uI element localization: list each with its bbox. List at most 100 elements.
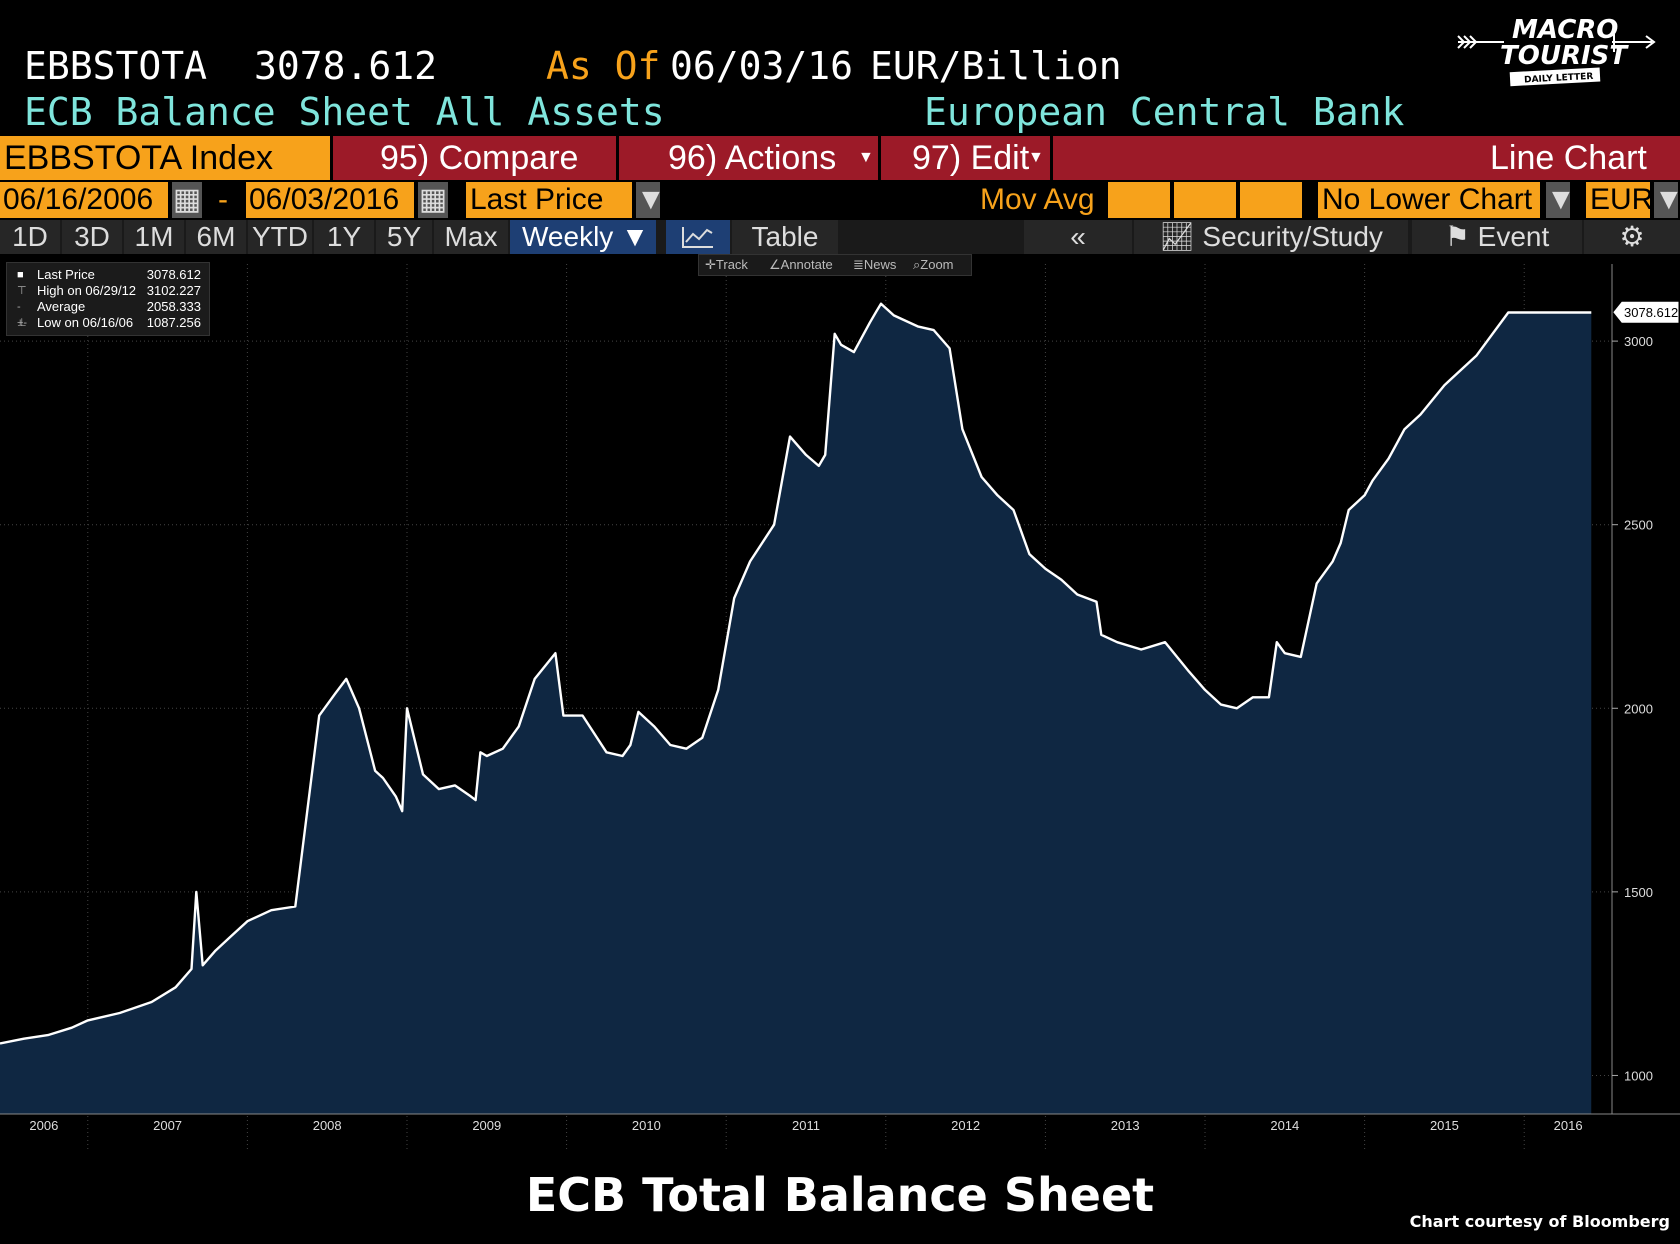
unit-label: EUR/Billion — [870, 44, 1122, 88]
actions-button[interactable]: 96) Actions — [668, 139, 837, 177]
actions-caret-icon[interactable]: ▼ — [858, 149, 874, 166]
end-date-input[interactable]: 06/03/2016 — [246, 182, 414, 218]
study-icon: 📈︎ — [1159, 221, 1195, 252]
logo-line1: MACRO — [1512, 15, 1618, 45]
security-toolbar: EBBSTOTA Index 95) Compare 96) Actions ▼… — [0, 136, 1680, 180]
last-value-label: 3078.612 — [1624, 305, 1678, 320]
event-button[interactable]: ⚑ Event — [1412, 220, 1582, 254]
calendar-icon[interactable]: ▦ — [172, 182, 202, 218]
y-tick-label: 3000 — [1624, 334, 1653, 349]
table-button[interactable]: Table — [732, 220, 838, 254]
period-max[interactable]: Max — [434, 220, 508, 254]
average-marker-icon: -+- — [17, 301, 28, 329]
date-range-dash: - — [218, 183, 228, 216]
low-marker-icon: ⊥ — [17, 317, 27, 329]
calendar-icon[interactable]: ▦ — [418, 182, 448, 218]
x-tick-label: 2009 — [472, 1118, 501, 1133]
x-tick-label: 2015 — [1430, 1118, 1459, 1133]
period-1y[interactable]: 1Y — [314, 220, 374, 254]
balance-sheet-chart[interactable]: 1000 1500 2000 2500 3000 2006 2007 2008 2009 2010… — [0, 254, 1680, 1150]
as-of-date: 06/03/16 — [670, 44, 854, 88]
mov-avg-label: Mov Avg — [980, 183, 1095, 216]
edit-caret-icon[interactable]: ▼ — [1028, 149, 1044, 166]
legend-value-average: 2058.333 — [146, 299, 201, 314]
event-label: Event — [1477, 221, 1550, 252]
period-5y[interactable]: 5Y — [376, 220, 432, 254]
chart-legend: ■ Last Price 3078.612 ⊤ High on 06/29/12… — [6, 262, 210, 336]
chevron-down-icon[interactable]: ▼ — [636, 182, 666, 218]
chevron-down-icon[interactable]: ▼ — [1654, 182, 1680, 218]
last-value: 3078.612 — [254, 44, 438, 88]
track-tool[interactable]: ✛ Track — [705, 255, 748, 275]
chart-caption: ECB Total Balance Sheet — [525, 1168, 1155, 1222]
legend-value-high: 3102.227 — [146, 283, 201, 298]
currency-select[interactable]: EUR — [1586, 182, 1653, 218]
series-swatch-icon: ■ — [17, 269, 24, 281]
annotate-tool[interactable]: ∠ Annotate — [769, 255, 833, 275]
x-tick-label: 2011 — [792, 1118, 820, 1133]
mov-avg-input-3[interactable] — [1240, 182, 1302, 218]
x-tick-label: 2013 — [1111, 1118, 1140, 1133]
edit-button[interactable]: 97) Edit — [912, 139, 1030, 177]
mov-avg-input-1[interactable] — [1108, 182, 1170, 218]
legend-value-last: 3078.612 — [146, 267, 201, 282]
chart-tools: ✛ Track ∠ Annotate ≣ News ⌕ Zoom — [698, 254, 972, 276]
line-chart-toggle[interactable] — [666, 220, 730, 254]
toolbar-divider — [878, 136, 881, 180]
legend-row-average: Average — [37, 299, 86, 314]
gear-icon[interactable]: ⚙ — [1584, 220, 1680, 254]
legend-row-high: High on 06/29/12 — [37, 283, 137, 298]
x-tick-label: 2016 — [1554, 1118, 1583, 1133]
period-1m[interactable]: 1M — [124, 220, 184, 254]
macro-tourist-logo: MACRO TOURIST DAILY LETTER — [1457, 15, 1656, 87]
legend-row-last: Last Price — [37, 267, 95, 282]
toolbar-divider — [616, 136, 619, 180]
news-label: News — [863, 257, 897, 272]
period-toolbar: 1D 3D 1M 6M YTD 1Y 5Y Max Weekly ▼ Table… — [0, 220, 1680, 254]
ticker-symbol: EBBSTOTA — [24, 44, 208, 88]
period-ytd[interactable]: YTD — [248, 220, 312, 254]
x-tick-label: 2006 — [29, 1118, 58, 1133]
x-tick-label: 2012 — [951, 1118, 980, 1133]
compare-button[interactable]: 95) Compare — [380, 139, 579, 177]
zoom-label: Zoom — [920, 257, 954, 272]
series-area — [0, 303, 1592, 1114]
logo-line2: TOURIST — [1500, 41, 1629, 71]
flag-icon: ⚑ — [1444, 221, 1470, 252]
period-3d[interactable]: 3D — [62, 220, 122, 254]
x-tick-label: 2010 — [632, 1118, 661, 1133]
toolbar-divider — [1050, 136, 1053, 180]
x-tick-label: 2008 — [313, 1118, 342, 1133]
high-marker-icon: ⊤ — [17, 285, 27, 297]
news-tool[interactable]: ≣ News — [853, 255, 896, 275]
lower-chart-select[interactable]: No Lower Chart — [1318, 182, 1540, 218]
series-line — [0, 302, 1592, 1045]
period-1d[interactable]: 1D — [0, 220, 60, 254]
period-6m[interactable]: 6M — [186, 220, 246, 254]
security-source: European Central Bank — [924, 90, 1405, 134]
line-chart-icon — [682, 227, 713, 248]
start-date-input[interactable]: 06/16/2006 — [0, 182, 168, 218]
frequency-select[interactable]: Weekly ▼ — [510, 220, 656, 254]
x-tick-label: 2007 — [153, 1118, 182, 1133]
legend-value-low: 1087.256 — [146, 315, 201, 330]
annotate-label: Annotate — [780, 257, 833, 272]
chevron-down-icon[interactable]: ▼ — [1546, 182, 1576, 218]
collapse-icon[interactable]: « — [1024, 220, 1132, 254]
legend-row-low: Low on 06/16/06 — [37, 315, 134, 330]
frequency-label: Weekly — [522, 221, 614, 252]
y-tick-label: 2500 — [1624, 518, 1653, 533]
y-tick-label: 1500 — [1624, 885, 1653, 900]
last-value-tag — [1613, 301, 1679, 323]
y-tick-label: 1000 — [1624, 1068, 1653, 1083]
y-tick-label: 2000 — [1624, 701, 1653, 716]
mov-avg-input-2[interactable] — [1174, 182, 1236, 218]
chart-type-label[interactable]: Line Chart — [1490, 139, 1647, 177]
field-select[interactable]: Last Price — [466, 182, 632, 218]
range-toolbar: 06/16/2006 ▦ - 06/03/2016 ▦ Last Price ▼… — [0, 182, 1680, 218]
security-study-label: Security/Study — [1202, 221, 1383, 252]
track-label: Track — [715, 257, 748, 272]
security-field[interactable]: EBBSTOTA Index — [0, 136, 330, 180]
zoom-tool[interactable]: ⌕ Zoom — [913, 255, 954, 275]
security-study-button[interactable]: 📈︎ Security/Study — [1134, 220, 1408, 254]
